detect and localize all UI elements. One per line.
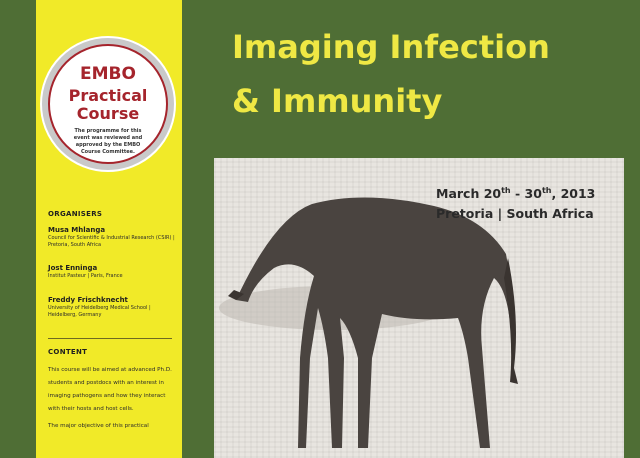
content-body: This course will be aimed at advanced Ph… (48, 364, 174, 437)
organiser-name: Jost Enninga (48, 264, 98, 272)
event-location: Pretoria | South Africa (436, 206, 594, 221)
poster-title-line-2: & Immunity (232, 82, 443, 120)
date-year: , 2013 (551, 186, 596, 202)
poster-title-line-1: Imaging Infection (232, 28, 550, 66)
organiser-name: Musa Mhlanga (48, 226, 106, 234)
content-label: CONTENT (48, 348, 88, 356)
badge-line-practical: Practical (68, 86, 148, 105)
date-start-suffix: th (501, 186, 511, 195)
badge-note: The programme for this event was reviewe… (73, 128, 143, 155)
organiser-affiliation: Council for Scientific & Industrial Rese… (48, 235, 175, 248)
content-paragraph: This course will be aimed at advanced Ph… (48, 367, 172, 412)
content-paragraph: The major objective of this practical (48, 423, 149, 429)
badge-line-embo: EMBO (80, 64, 136, 84)
badge-line-course: Course (76, 104, 140, 123)
giraffe-mosaic-photo: March 20th - 30th, 2013 Pretoria | South… (214, 158, 624, 458)
organiser-affiliation: University of Heidelberg Medical School … (48, 305, 151, 318)
event-date: March 20th - 30th, 2013 (436, 186, 595, 201)
giraffe-illustration (219, 197, 518, 448)
organiser-affiliation: Institut Pasteur | Paris, France (48, 273, 123, 279)
date-end-suffix: th (541, 186, 552, 195)
embo-badge: EMBO Practical Course The programme for … (40, 36, 176, 172)
organisers-label: ORGANISERS (48, 210, 103, 218)
sidebar: EMBO Practical Course The programme for … (36, 0, 182, 458)
date-start: March 20 (436, 186, 502, 202)
date-end: - 30 (510, 186, 542, 202)
badge-inner: EMBO Practical Course The programme for … (48, 44, 168, 164)
section-divider (48, 338, 172, 339)
organiser-name: Freddy Frischknecht (48, 296, 128, 304)
